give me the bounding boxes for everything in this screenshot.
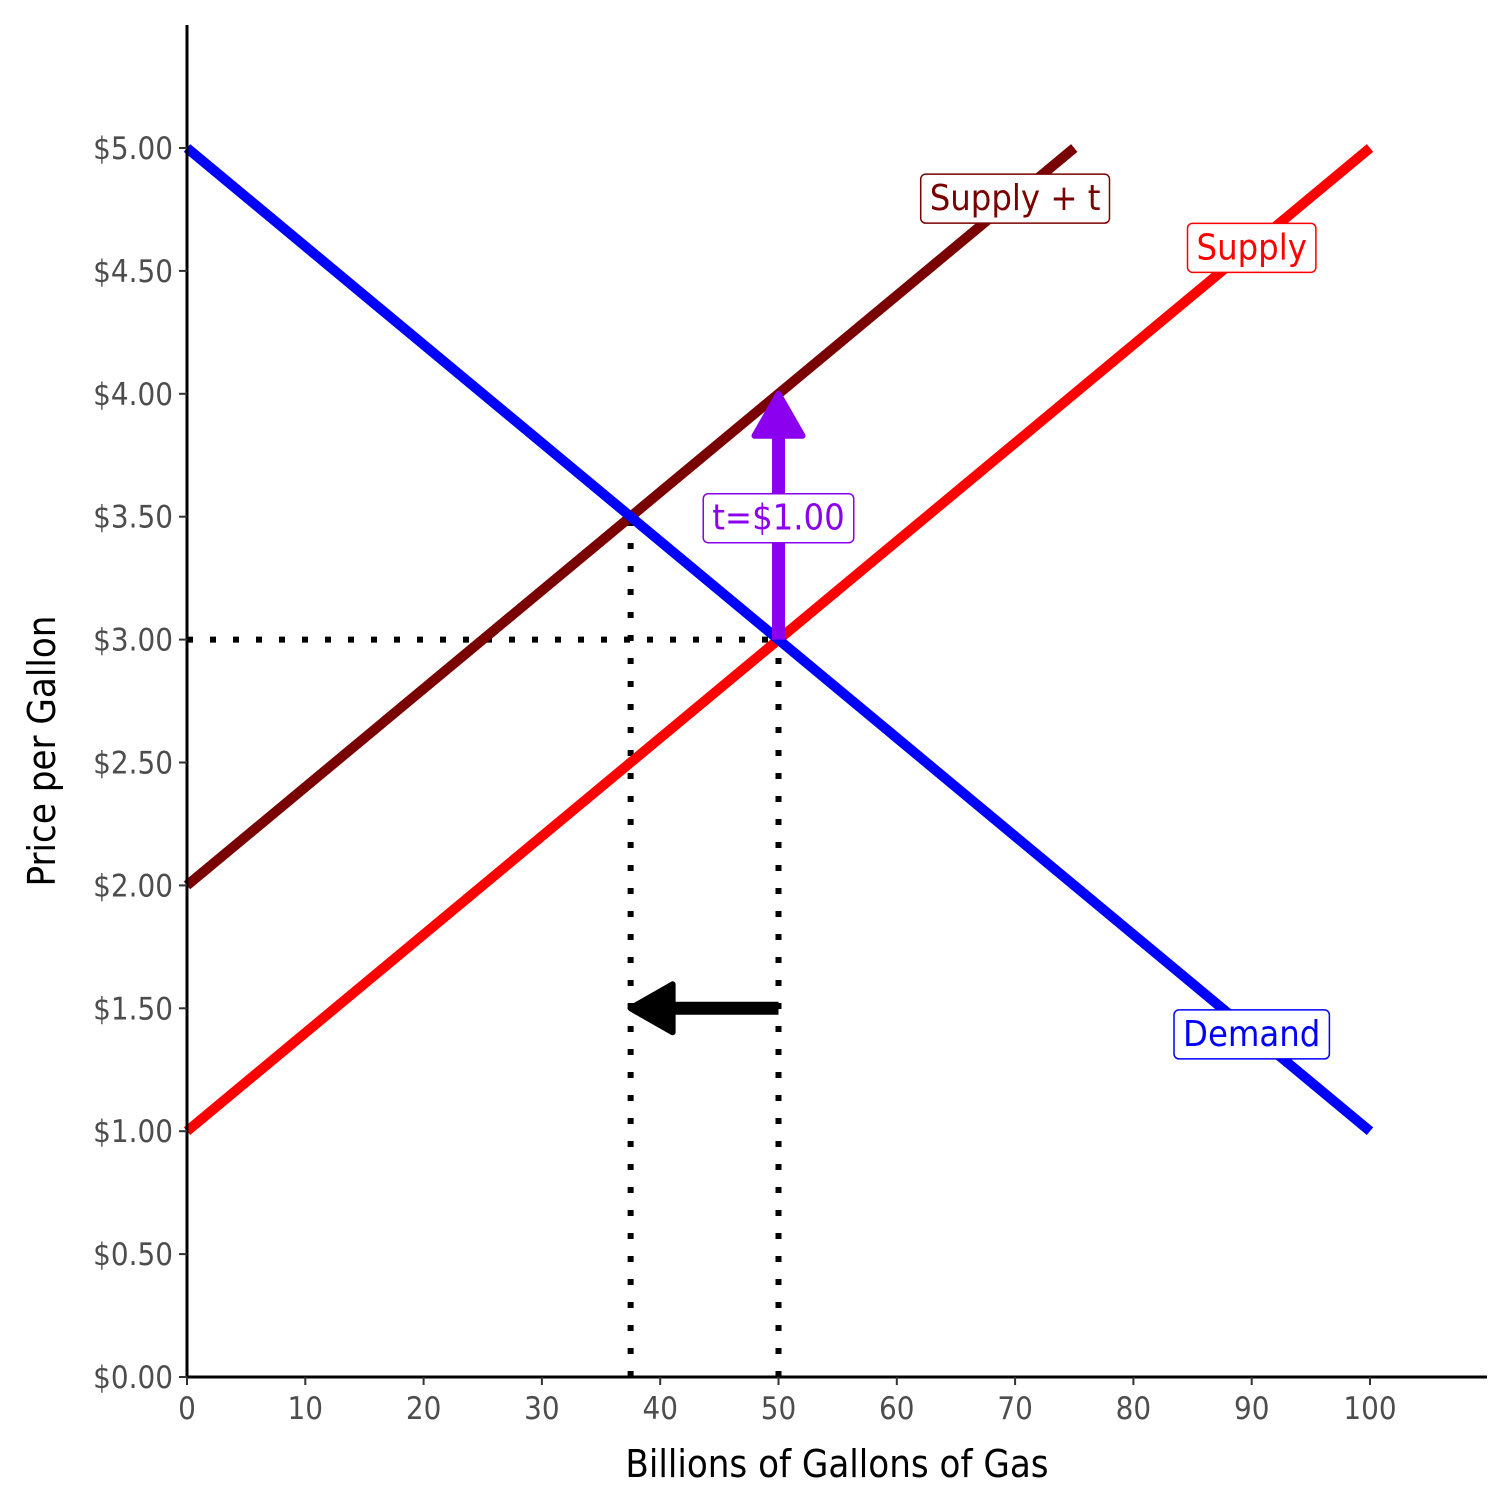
x-tick-label: 60 [879, 1391, 914, 1427]
y-tick-label: $3.50 [93, 500, 173, 536]
x-tick-label: 30 [524, 1391, 559, 1427]
y-axis-title: Price per Gallon [20, 616, 64, 887]
y-tick-label: $3.00 [93, 623, 173, 659]
label-box [702, 492, 855, 544]
label-box [1173, 1009, 1331, 1060]
supply-label: Supply [1186, 222, 1317, 274]
x-tick-label: 80 [1116, 1391, 1151, 1427]
x-tick-label: 100 [1343, 1391, 1396, 1427]
y-tick-label: $2.50 [93, 746, 173, 782]
axes [185, 25, 1487, 1379]
x-tick-label: 20 [406, 1391, 441, 1427]
x-axis-title: Billions of Gallons of Gas [625, 1442, 1048, 1486]
y-tick-label: $0.50 [93, 1237, 173, 1273]
x-tick-label: 0 [178, 1391, 196, 1427]
label-box [1186, 222, 1317, 274]
curve-labels: Supply + t Supply Demand t=$1.00 [702, 173, 1331, 1060]
y-tick-label: $5.00 [93, 131, 173, 167]
label-text: t=$1.00 [712, 498, 845, 539]
label-text: Supply [1197, 227, 1307, 268]
y-axis-ticks: $0.00 $0.50 $1.00 $1.50 $2.00 $2.50 $3.00 $3.50… [93, 131, 187, 1396]
t-1-00-label: t=$1.00 [702, 492, 855, 544]
arrow-head [627, 981, 676, 1036]
x-tick-label: 10 [288, 1391, 323, 1427]
x-axis-ticks: 0 10 20 30 40 50 60 70 80 90 100 [178, 1377, 1397, 1427]
x-tick-label: 70 [997, 1391, 1032, 1427]
y-tick-label: $1.00 [93, 1114, 173, 1150]
y-tick-label: $4.00 [93, 377, 173, 413]
label-text: Demand [1183, 1014, 1320, 1055]
demand-label: Demand [1173, 1009, 1331, 1060]
supply-t-label: Supply + t [919, 173, 1111, 224]
x-tick-label: 90 [1234, 1391, 1269, 1427]
y-tick-label: $4.50 [93, 254, 173, 290]
y-tick-label: $1.50 [93, 991, 173, 1027]
label-text: Supply + t [930, 178, 1101, 219]
y-tick-label: $0.00 [93, 1360, 173, 1396]
x-tick-label: 50 [761, 1391, 796, 1427]
label-box [919, 173, 1111, 224]
arrow-head [751, 390, 806, 439]
y-tick-label: $2.00 [93, 868, 173, 904]
x-tick-label: 40 [642, 1391, 677, 1427]
